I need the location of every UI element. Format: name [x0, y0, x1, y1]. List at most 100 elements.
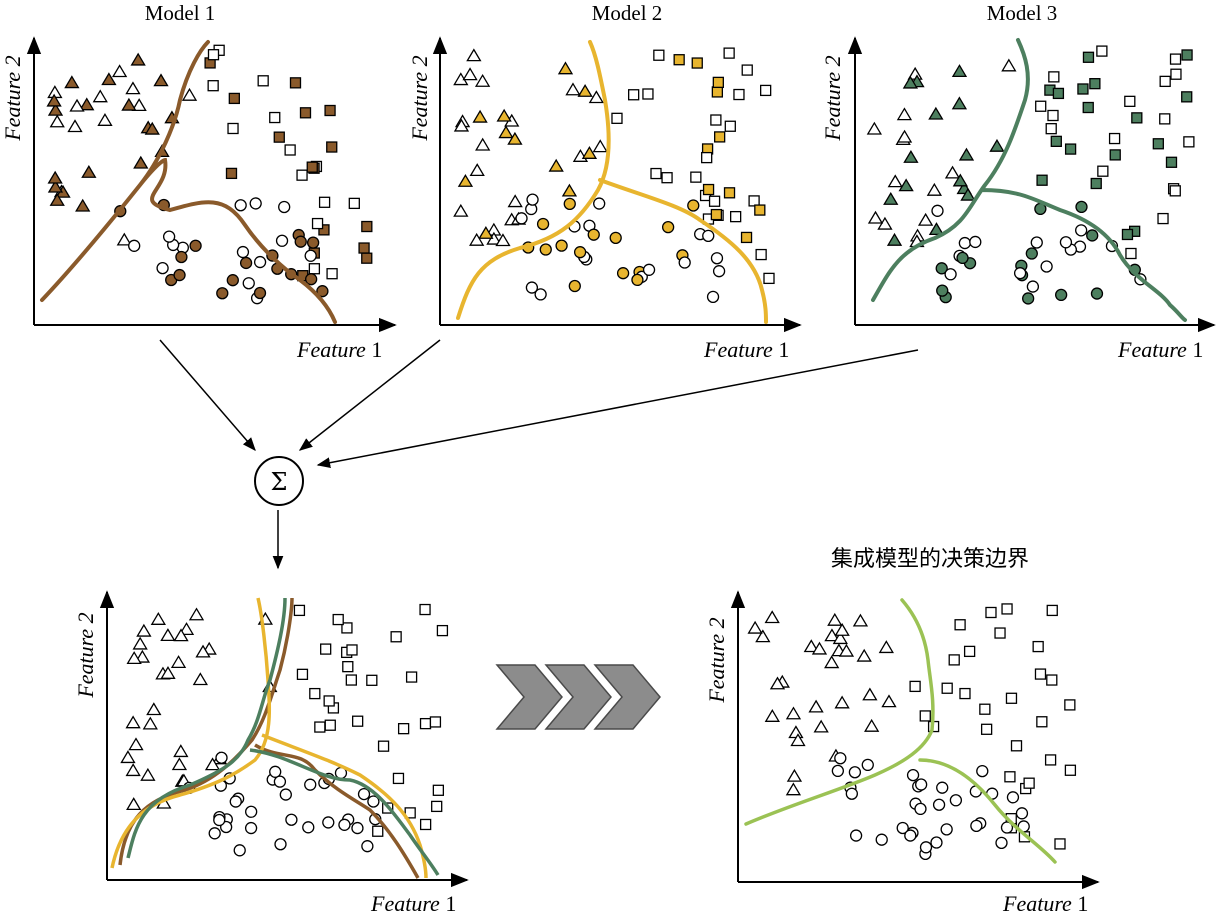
triangle-marker [466, 48, 482, 62]
square-marker [1082, 51, 1095, 63]
square-marker [710, 208, 723, 221]
circle-marker [156, 261, 169, 275]
triangle-marker [170, 655, 187, 669]
square-marker [740, 231, 753, 244]
triangle-marker [507, 131, 523, 145]
triangle-marker [178, 622, 195, 635]
square-marker [1089, 78, 1101, 90]
triangle-marker [565, 82, 581, 96]
square-marker [1159, 113, 1171, 125]
triangle-marker [146, 702, 162, 716]
triangle-marker [453, 118, 470, 132]
connector-arrows [159, 339, 919, 570]
triangle-marker [960, 187, 976, 201]
square-marker [954, 619, 966, 631]
sum-circle [254, 456, 304, 506]
model1-y-axis-label: Feature 2 [0, 55, 25, 141]
circle-marker [906, 768, 920, 782]
circle-marker [253, 255, 267, 269]
square-marker [741, 64, 753, 76]
square-marker [661, 172, 673, 184]
triangle-marker [150, 612, 166, 625]
triangle-marker [126, 797, 142, 811]
square-marker [431, 800, 443, 813]
triangle-marker [188, 607, 205, 621]
triangle-marker [862, 687, 878, 701]
square-marker [760, 84, 772, 97]
square-marker [372, 825, 384, 837]
square-marker [650, 167, 662, 180]
triangle-marker [813, 719, 829, 733]
ensemble-panel: 集成模型的决策边界 Feature 2 Feature 1 [704, 547, 1100, 914]
square-marker [1064, 699, 1076, 711]
combined-y-axis-label: Feature 2 [73, 612, 98, 698]
model3-x-axis-label: Feature 1 [1117, 337, 1203, 362]
circle-marker [175, 250, 188, 264]
circle-marker [1075, 200, 1088, 214]
square-marker [419, 818, 432, 831]
triangle-marker [898, 178, 914, 192]
triangle-marker [902, 75, 919, 89]
square-marker [1181, 49, 1193, 61]
ensemble-points [747, 603, 1077, 861]
square-marker [419, 603, 431, 616]
triangle-marker [764, 709, 780, 722]
circle-marker [1075, 224, 1088, 237]
square-marker [429, 716, 442, 728]
triangle-marker [478, 226, 494, 239]
square-marker [1054, 838, 1066, 850]
circle-marker [875, 833, 888, 846]
triangle-marker [769, 676, 786, 690]
triangle-marker [878, 640, 894, 654]
triangle-marker [852, 613, 869, 627]
square-marker [311, 217, 324, 230]
square-marker [723, 47, 735, 59]
circle-marker [294, 235, 307, 248]
square-marker [326, 268, 338, 280]
triangle-marker [67, 119, 83, 133]
triangle-marker [121, 97, 137, 111]
square-marker [642, 88, 654, 100]
model2-y-axis-label: Feature 2 [407, 55, 432, 141]
square-marker [701, 151, 713, 164]
triangle-marker [47, 170, 63, 184]
circle-marker [609, 231, 622, 245]
square-marker [308, 263, 321, 275]
square-marker [733, 88, 745, 101]
model2-title: Model 2 [592, 1, 663, 25]
triangle-marker [192, 672, 208, 686]
square-marker [299, 107, 312, 119]
square-marker [1046, 674, 1058, 686]
circle-marker [539, 243, 552, 256]
circle-marker [361, 840, 374, 853]
circle-marker [1022, 292, 1035, 305]
triangle-marker [557, 61, 574, 75]
circle-marker [322, 816, 335, 829]
triangle-marker [120, 750, 136, 764]
square-marker [358, 242, 370, 254]
triangle-marker [951, 64, 968, 77]
circle-marker [616, 267, 630, 280]
circle-marker [976, 764, 989, 778]
circle-marker [304, 778, 317, 791]
square-marker [405, 671, 418, 683]
combined-model1-curve [118, 597, 420, 879]
triangle-marker [130, 52, 146, 66]
circle-marker [285, 813, 298, 826]
triangle-marker [79, 97, 95, 111]
triangle-marker [917, 212, 934, 226]
circle-marker [189, 239, 202, 252]
triangle-marker [896, 129, 913, 143]
circle-marker [278, 200, 291, 214]
circle-marker [678, 256, 691, 269]
model1-panel: Model 1 Feature 2 Feature 1 [0, 1, 397, 362]
triangle-marker [160, 666, 176, 679]
square-marker [702, 183, 715, 196]
triangle-marker [867, 210, 884, 224]
circle-marker [273, 775, 287, 788]
circle-marker [706, 290, 720, 303]
triangle-marker [887, 174, 903, 188]
square-marker [1023, 777, 1035, 789]
square-marker [1004, 771, 1016, 783]
triangle-marker [811, 641, 828, 655]
